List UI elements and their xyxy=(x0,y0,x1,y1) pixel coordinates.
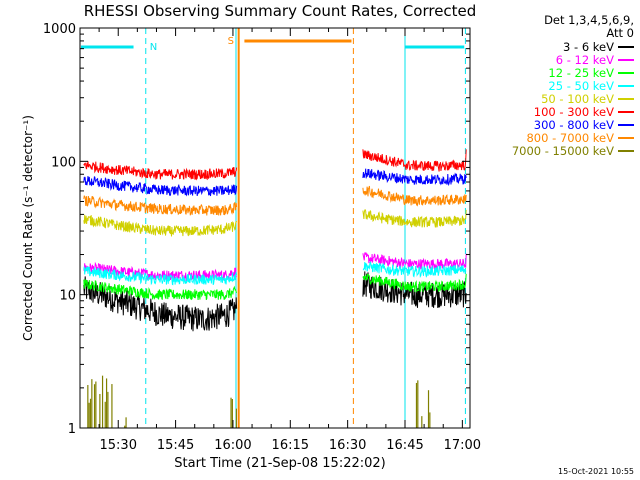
legend-label: 6 - 12 keV xyxy=(555,52,614,67)
series-line-3-6- xyxy=(362,271,467,308)
y-tick-label: 100 xyxy=(51,155,76,170)
legend-item: 100 - 300 keV xyxy=(482,104,634,119)
x-tick-label: 16:30 xyxy=(329,438,366,453)
legend-swatch xyxy=(618,97,634,100)
legend-label: 7000 - 15000 keV xyxy=(511,143,614,158)
y-axis-label: Corrected Count Rate (s⁻¹ detector⁻¹) xyxy=(21,115,35,341)
legend-swatch xyxy=(618,45,634,48)
x-tick-label: 15:45 xyxy=(157,438,194,453)
legend-label: 800 - 7000 keV xyxy=(526,130,614,145)
saa-flag-label: S xyxy=(228,36,234,47)
legend-header-detectors: Det 1,3,4,5,6,9, xyxy=(544,13,634,27)
legend-label: 50 - 100 keV xyxy=(541,91,614,106)
legend-swatch xyxy=(618,136,634,139)
series-line-300-800- xyxy=(362,168,467,187)
series-line-100-300- xyxy=(83,161,238,181)
series-line-3-6- xyxy=(83,276,238,332)
x-tick-label: 16:45 xyxy=(386,438,423,453)
series-line-6-12- xyxy=(362,252,467,271)
series-line-300-800- xyxy=(83,176,238,197)
legend-item: 3 - 6 keV xyxy=(482,39,634,54)
legend-item: 6 - 12 keV xyxy=(482,52,634,67)
series-line-50-100- xyxy=(362,209,467,228)
legend-label: 12 - 25 keV xyxy=(548,65,614,80)
legend-swatch xyxy=(618,123,634,126)
series-line-100-300- xyxy=(362,149,467,172)
series-line-25-50- xyxy=(83,266,238,286)
x-tick-label: 16:00 xyxy=(214,438,251,453)
y-tick-label: 1000 xyxy=(43,22,76,37)
series-line-12-25- xyxy=(362,273,467,294)
legend-item: 50 - 100 keV xyxy=(482,91,634,106)
legend-swatch xyxy=(618,71,634,74)
y-tick-label: 1 xyxy=(68,422,76,437)
timestamp: 15-Oct-2021 10:55 xyxy=(558,467,634,476)
x-tick-label: 17:00 xyxy=(444,438,481,453)
legend-swatch xyxy=(618,84,634,87)
x-axis-label: Start Time (21-Sep-08 15:22:02) xyxy=(174,456,385,471)
legend-label: 25 - 50 keV xyxy=(548,78,614,93)
series-line-12-25- xyxy=(83,279,238,301)
legend-label: 300 - 800 keV xyxy=(533,117,614,132)
legend-item: 7000 - 15000 keV xyxy=(482,143,634,158)
legend-item: 12 - 25 keV xyxy=(482,65,634,80)
legend-header-attenuator: Att 0 xyxy=(606,26,634,40)
series-line-50-100- xyxy=(83,214,238,237)
series-line-800-7000- xyxy=(362,185,467,207)
legend-item: 800 - 7000 keV xyxy=(482,130,634,145)
x-tick-label: 16:15 xyxy=(272,438,309,453)
legend-swatch xyxy=(618,58,634,61)
plot-frame xyxy=(79,27,471,429)
series-line-800-7000- xyxy=(83,195,238,216)
legend-swatch xyxy=(618,149,634,152)
legend: Det 1,3,4,5,6,9, Att 0 3 - 6 keV 6 - 12 k… xyxy=(482,13,634,158)
legend-item: 300 - 800 keV xyxy=(482,117,634,132)
n-flag-label: N xyxy=(150,42,157,53)
chart-title: RHESSI Observing Summary Count Rates, Co… xyxy=(84,2,477,20)
legend-swatch xyxy=(618,110,634,113)
legend-label: 100 - 300 keV xyxy=(533,104,614,119)
series-line-25-50- xyxy=(362,261,467,278)
x-tick-label: 15:30 xyxy=(100,438,137,453)
legend-label: 3 - 6 keV xyxy=(563,39,614,54)
legend-item: 25 - 50 keV xyxy=(482,78,634,93)
y-tick-label: 10 xyxy=(59,289,76,304)
